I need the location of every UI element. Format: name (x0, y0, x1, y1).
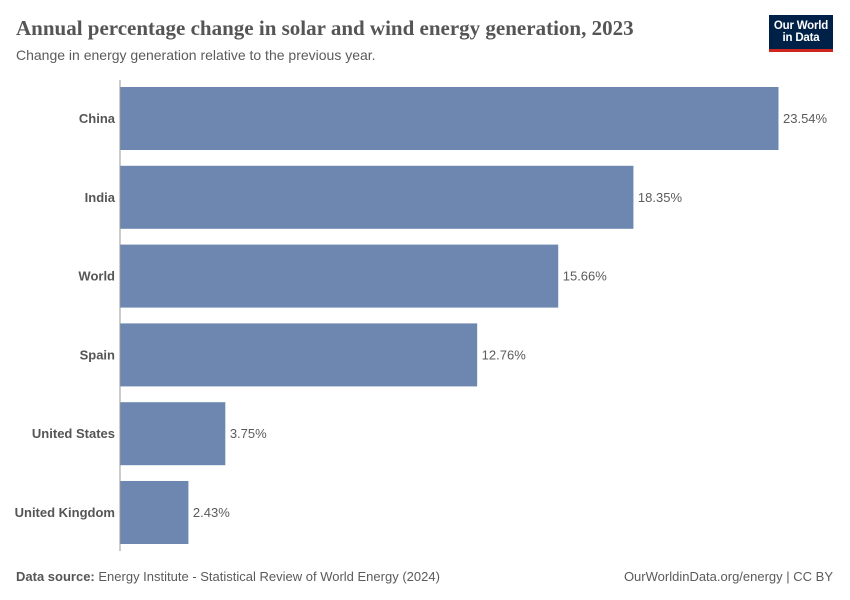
source-text: Energy Institute - Statistical Review of… (98, 569, 440, 584)
category-label: World (78, 269, 115, 284)
value-label: 3.75% (230, 426, 267, 441)
category-label: United States (32, 426, 115, 441)
value-label: 15.66% (563, 269, 608, 284)
category-label: India (85, 190, 116, 205)
category-label: Spain (80, 347, 115, 362)
category-label: United Kingdom (15, 505, 115, 520)
chart-subtitle: Change in energy generation relative to … (16, 47, 376, 63)
value-label: 12.76% (482, 347, 527, 362)
bar-india[interactable] (120, 165, 634, 229)
value-label: 23.54% (783, 111, 828, 126)
bar-united-kingdom[interactable] (120, 481, 189, 544)
source-label: Data source: (16, 569, 95, 584)
bar-world[interactable] (120, 244, 559, 308)
footer-source: Data source: Energy Institute - Statisti… (16, 569, 440, 584)
footer-credit[interactable]: OurWorldinData.org/energy | CC BY (623, 569, 833, 584)
value-label: 18.35% (638, 190, 683, 205)
category-label: China (79, 111, 116, 126)
bar-spain[interactable] (120, 323, 478, 387)
logo-line-1: Our World (773, 20, 829, 32)
bar-china[interactable] (120, 87, 779, 150)
chart-title: Annual percentage change in solar and wi… (16, 16, 634, 40)
logo-line-2: in Data (782, 32, 820, 44)
owid-logo[interactable]: Our World in Data (769, 15, 833, 52)
bar-united-states[interactable] (120, 402, 226, 466)
value-label: 2.43% (193, 505, 230, 520)
